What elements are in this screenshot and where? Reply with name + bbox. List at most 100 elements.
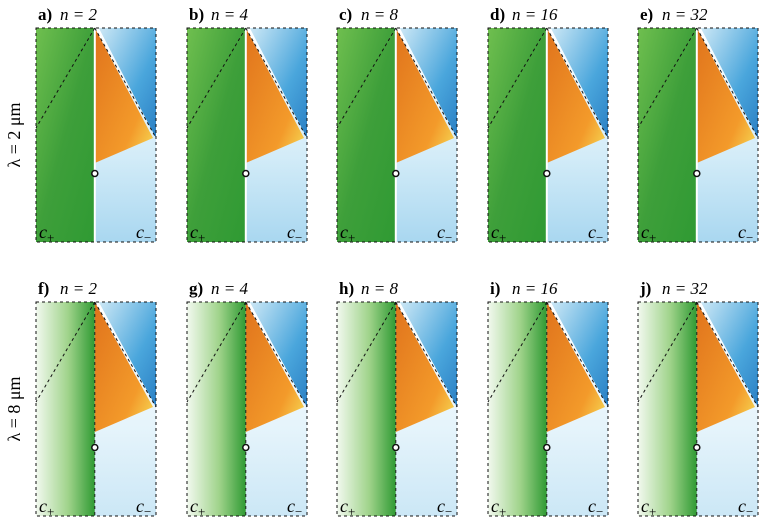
field-orange <box>94 302 153 432</box>
boundary-right <box>395 27 458 139</box>
source <box>392 443 400 452</box>
panel: a) n = 2c+ c− <box>35 5 157 245</box>
panel-caption: n = 16 <box>512 279 558 298</box>
panel-caption: n = 2 <box>60 5 97 24</box>
panel-letter: h) <box>339 279 354 298</box>
panel-letter: c) <box>339 5 352 24</box>
corner-sub: − <box>596 504 603 518</box>
corner-left: c+ <box>340 496 355 518</box>
panel-frame <box>487 301 609 517</box>
corner-base: c <box>641 222 649 242</box>
panel-frame <box>35 27 157 243</box>
panel: c) n = 8c+ c− <box>336 5 458 245</box>
corner-right: c− <box>588 222 603 245</box>
boundary-right <box>94 301 157 408</box>
panel-letter: j) <box>639 279 651 298</box>
field-orange <box>696 28 755 163</box>
corner-sub: + <box>499 504 506 518</box>
field-blue <box>700 302 758 407</box>
boundary-left <box>35 27 96 129</box>
field-orange <box>546 302 605 432</box>
corner-right: c− <box>287 222 302 245</box>
corner-base: c <box>738 222 746 242</box>
corner-right: c− <box>738 496 753 518</box>
row-label: λ = 2 μm <box>4 102 24 167</box>
panel: g) n = 4 c+ c− <box>186 279 308 518</box>
boundary-left <box>637 27 698 129</box>
corner-sub: − <box>295 230 302 245</box>
panel-letter: i) <box>490 279 500 298</box>
field-blue <box>98 28 156 138</box>
field-blue <box>399 28 457 138</box>
panel-caption: n = 4 <box>211 279 248 298</box>
corner-base: c <box>190 222 198 242</box>
panel: j) n = 32c+ c− <box>637 279 759 518</box>
boundary-left <box>336 301 397 403</box>
corner-base: c <box>136 222 144 242</box>
corner-sub: + <box>348 504 355 518</box>
field-left <box>187 28 246 242</box>
boundary-right <box>546 27 609 139</box>
field-left <box>638 302 697 516</box>
boundary-right <box>696 301 759 408</box>
boundary-left <box>487 301 548 403</box>
corner-base: c <box>491 496 499 516</box>
boundary-right <box>245 301 308 408</box>
corner-base: c <box>738 496 746 516</box>
field-orange <box>395 302 454 432</box>
corner-base: c <box>190 496 198 516</box>
corner-sub: + <box>47 504 54 518</box>
boundary-left <box>35 301 96 403</box>
field-orange <box>546 28 605 163</box>
panel-letter: g) <box>189 279 203 298</box>
corner-sub: + <box>47 230 54 245</box>
field-blue <box>98 302 156 407</box>
panel: d) n = 16c+ c− <box>487 5 609 245</box>
corner-right: c− <box>437 496 452 518</box>
panel-letter: e) <box>640 5 653 24</box>
source <box>242 443 250 452</box>
boundary-right <box>245 27 308 139</box>
field-blue <box>550 302 608 407</box>
corner-sub: − <box>445 504 452 518</box>
field-orange <box>94 28 153 163</box>
corner-sub: + <box>198 504 205 518</box>
corner-left: c+ <box>39 496 54 518</box>
field-blue <box>249 302 307 407</box>
field-orange <box>245 302 304 432</box>
field-left <box>488 28 547 242</box>
field-blue <box>249 28 307 138</box>
panel-caption: n = 8 <box>361 5 398 24</box>
panel: f) n = 2c+ c− <box>35 279 157 518</box>
corner-base: c <box>287 222 295 242</box>
panel-frame <box>35 301 157 517</box>
boundary-left <box>186 27 247 129</box>
corner-right: c− <box>588 496 603 518</box>
source <box>693 443 701 452</box>
corner-sub: − <box>144 230 151 245</box>
source <box>543 169 551 178</box>
boundary-left <box>336 27 397 129</box>
source <box>543 443 551 452</box>
field-left <box>187 302 246 516</box>
panel: h) n = 8c+ c− <box>336 279 458 518</box>
panel-caption: n = 16 <box>512 5 558 24</box>
boundary-right <box>696 27 759 139</box>
corner-sub: + <box>499 230 506 245</box>
corner-base: c <box>340 496 348 516</box>
source <box>91 169 99 178</box>
corner-base: c <box>641 496 649 516</box>
corner-sub: − <box>445 230 452 245</box>
boundary-right <box>546 301 609 408</box>
corner-left: c+ <box>641 222 656 245</box>
panel-letter: d) <box>490 5 505 24</box>
panel-caption: n = 32 <box>662 5 708 24</box>
corner-left: c+ <box>340 222 355 245</box>
panel: e) n = 32c+ c− <box>637 5 759 245</box>
corner-sub: − <box>746 230 753 245</box>
panel-frame <box>186 301 308 517</box>
boundary-left <box>487 27 548 129</box>
field-left <box>36 28 95 242</box>
corner-right: c− <box>287 496 302 518</box>
corner-base: c <box>437 496 445 516</box>
